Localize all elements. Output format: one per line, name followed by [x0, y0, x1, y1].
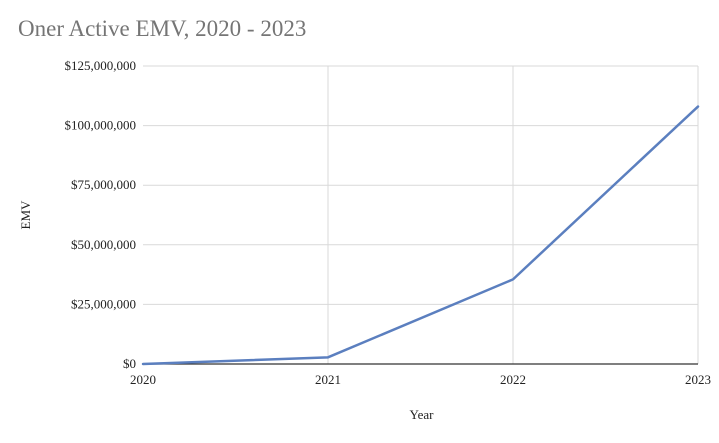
x-tick-label: 2021	[315, 372, 341, 387]
y-tick-label: $75,000,000	[71, 177, 136, 192]
y-axis-title: EMV	[18, 200, 33, 230]
x-tick-label: 2023	[685, 372, 711, 387]
x-tick-label: 2022	[500, 372, 526, 387]
y-tick-label: $125,000,000	[65, 58, 137, 73]
chart-title: Oner Active EMV, 2020 - 2023	[18, 16, 307, 41]
y-tick-label: $100,000,000	[65, 118, 137, 133]
tick-labels: $0 $25,000,000 $50,000,000 $75,000,000 $100,…	[65, 58, 712, 387]
x-axis-title: Year	[410, 407, 435, 422]
y-tick-label: $0	[123, 356, 136, 371]
y-tick-label: $50,000,000	[71, 237, 136, 252]
series-line	[141, 105, 700, 366]
gridlines	[143, 65, 699, 364]
y-tick-label: $25,000,000	[71, 296, 136, 311]
x-tick-label: 2020	[130, 372, 156, 387]
series-layer	[141, 105, 700, 366]
